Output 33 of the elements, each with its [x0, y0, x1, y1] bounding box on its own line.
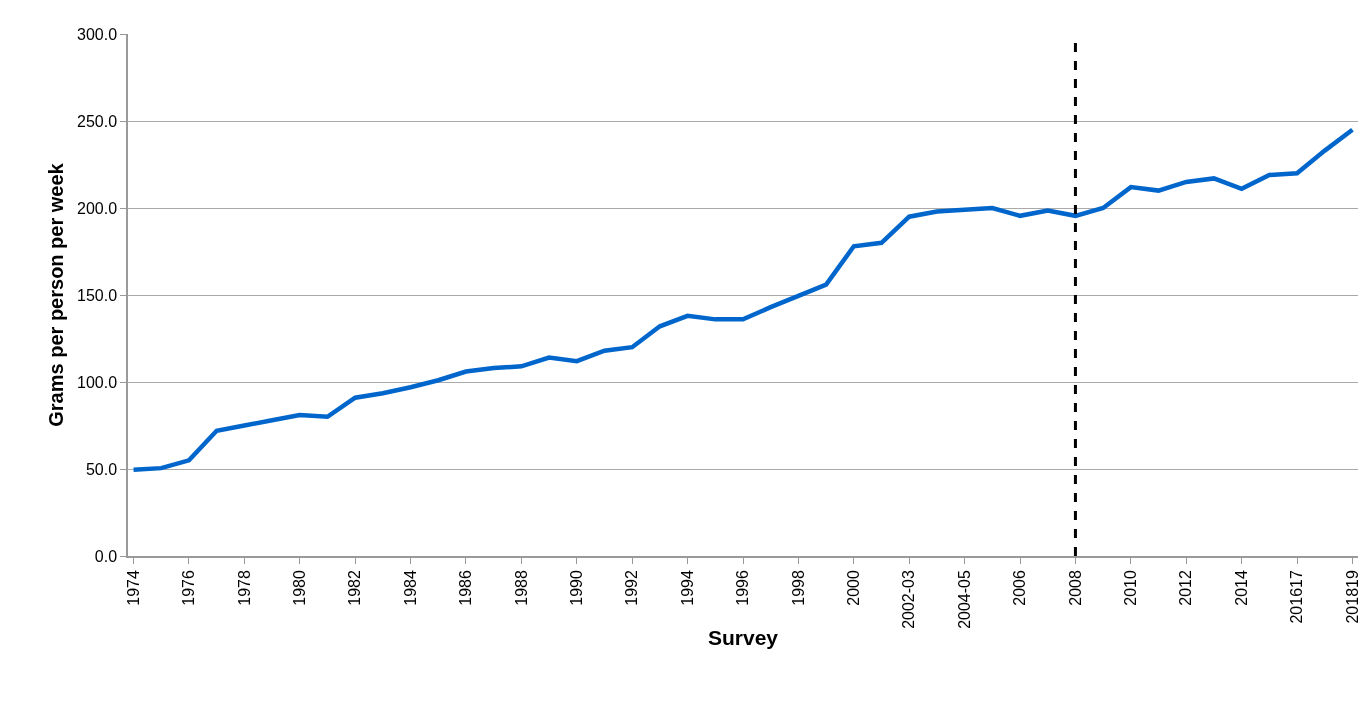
x-tick-label: 2014: [1232, 570, 1250, 606]
x-axis-title: Survey: [707, 625, 779, 649]
y-axis-title: Grams per person per week: [45, 162, 67, 427]
x-tick-label: 1998: [789, 570, 807, 606]
x-tick-label: 2012: [1177, 570, 1195, 606]
x-tick-label: 2008: [1066, 570, 1084, 606]
y-tick-label: 0.0: [94, 547, 118, 565]
x-tick-label: 2002-03: [900, 570, 918, 629]
x-tick-label: 1994: [678, 570, 696, 606]
x-tick-label: 1986: [457, 570, 475, 606]
x-tick-label: 1982: [346, 570, 364, 606]
x-tick-label: 1984: [401, 570, 419, 606]
y-tick-label: 100.0: [77, 373, 118, 391]
x-tick-label: 2006: [1011, 570, 1029, 606]
x-tick-label: 2000: [845, 570, 863, 606]
y-tick-label: 200.0: [77, 199, 118, 217]
y-tick-label: 50.0: [85, 460, 118, 478]
x-tick-label: 1978: [235, 570, 253, 606]
x-tick-label: 1996: [734, 570, 752, 606]
x-tick-label: 201617: [1288, 570, 1306, 624]
y-tick-label: 250.0: [77, 112, 118, 130]
x-tick-label: 2010: [1122, 570, 1140, 606]
x-tick-label: 1988: [512, 570, 530, 606]
x-tick-label: 1992: [623, 570, 641, 606]
line-series: [131, 127, 1355, 473]
x-tick-label: 2004-05: [955, 570, 973, 629]
x-tick-label: 1974: [124, 570, 142, 606]
x-tick-label: 1980: [290, 570, 308, 606]
y-tick-label: 300.0: [77, 25, 118, 43]
y-tick-label: 150.0: [77, 286, 118, 304]
x-tick-label: 1990: [567, 570, 585, 606]
x-tick-label: 1976: [180, 570, 198, 606]
x-tick-label: 201819: [1343, 570, 1361, 624]
